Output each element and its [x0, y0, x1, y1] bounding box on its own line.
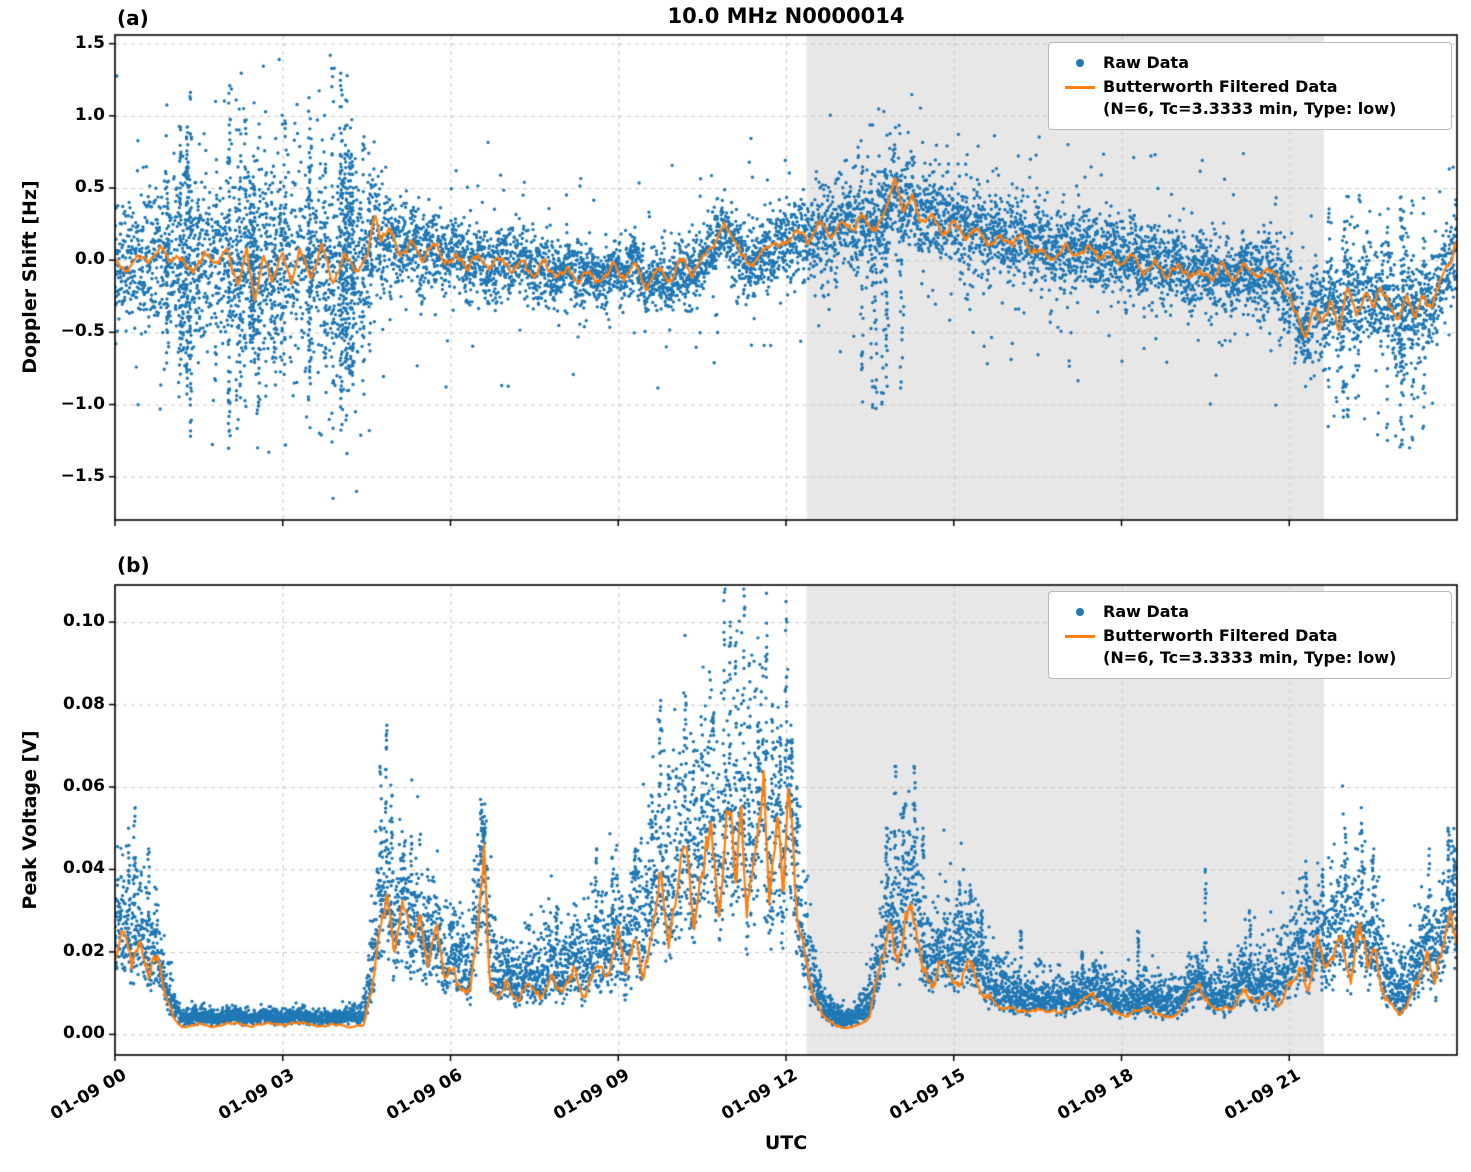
y-tick-label: −1.5	[60, 465, 105, 486]
y-tick-label: 1.0	[74, 104, 105, 125]
chart-title: 10.0 MHz N0000014	[667, 4, 905, 28]
legend-panel-b: Raw Data Butterworth Filtered Data (N=6,…	[1048, 591, 1452, 680]
legend-filtered-label: Butterworth Filtered Data	[1103, 77, 1338, 96]
panel-b-label: (b)	[117, 553, 150, 577]
legend-raw-row: Raw Data	[1057, 52, 1441, 74]
legend-filtered-row: Butterworth Filtered Data (N=6, Tc=3.333…	[1057, 76, 1441, 119]
y-tick-label: 0.08	[63, 693, 105, 714]
y-tick-label: 0.0	[74, 249, 105, 270]
y-tick-label: 0.00	[63, 1023, 105, 1044]
y-tick-label: 0.06	[63, 776, 105, 797]
legend-filtered-label: Butterworth Filtered Data	[1103, 626, 1338, 645]
filtered-line-marker-icon	[1057, 625, 1103, 647]
panel-a-label: (a)	[117, 6, 149, 30]
legend-filtered-params: (N=6, Tc=3.3333 min, Type: low)	[1103, 647, 1397, 667]
y-tick-label: 1.5	[74, 32, 105, 53]
x-axis-label: UTC	[764, 1132, 808, 1154]
legend-filtered-params: (N=6, Tc=3.3333 min, Type: low)	[1103, 98, 1397, 118]
y-tick-label: 0.10	[63, 611, 105, 632]
legend-raw-label: Raw Data	[1103, 53, 1189, 72]
legend-panel-a: Raw Data Butterworth Filtered Data (N=6,…	[1048, 42, 1452, 131]
legend-raw-label: Raw Data	[1103, 602, 1189, 621]
y-tick-label: −1.0	[60, 393, 105, 414]
y-tick-label: 0.02	[63, 940, 105, 961]
y-axis-label-b: Peak Voltage [V]	[19, 730, 41, 910]
raw-data-marker-icon	[1057, 601, 1103, 623]
raw-data-marker-icon	[1057, 52, 1103, 74]
legend-raw-row: Raw Data	[1057, 601, 1441, 623]
y-axis-label-a: Doppler Shift [Hz]	[19, 180, 41, 374]
y-tick-label: 0.04	[63, 858, 105, 879]
y-tick-label: −0.5	[60, 321, 105, 342]
filtered-line-marker-icon	[1057, 76, 1103, 98]
legend-filtered-row: Butterworth Filtered Data (N=6, Tc=3.333…	[1057, 625, 1441, 668]
y-tick-label: 0.5	[74, 177, 105, 197]
